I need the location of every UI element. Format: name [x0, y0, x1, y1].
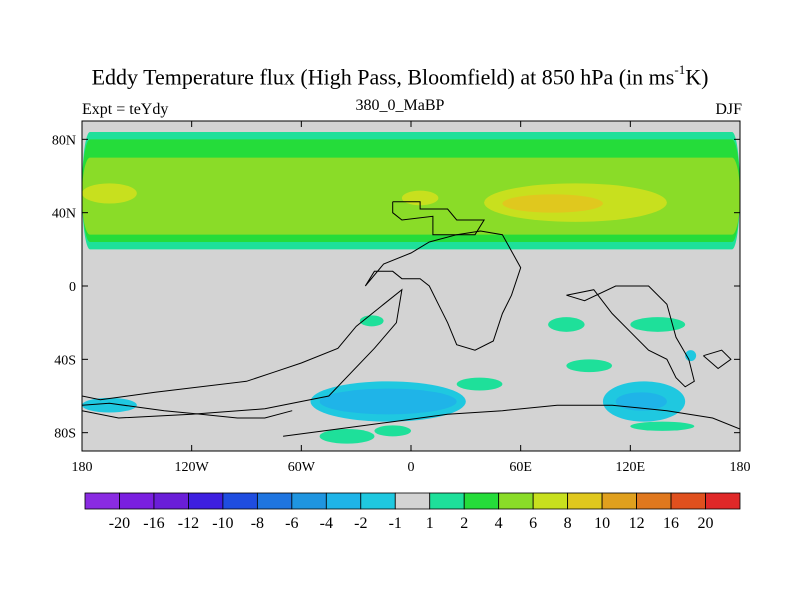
flux-region-17	[456, 377, 503, 391]
colorbar-label-10: 2	[460, 515, 468, 532]
flux-region-19	[374, 425, 411, 437]
chart-title: Eddy Temperature flux (High Pass, Bloomf…	[0, 62, 800, 90]
flux-region-8	[319, 388, 457, 415]
x-tick-label-4: 60E	[509, 460, 532, 475]
chart-title-superscript: -1	[674, 62, 686, 77]
colorbar-swatch-2	[153, 492, 189, 510]
colorbar-swatch-0	[84, 492, 120, 510]
colorbar-label-5: -6	[285, 515, 298, 532]
colorbar-label-14: 10	[594, 515, 610, 532]
x-tick-label-6: 180	[730, 460, 751, 475]
colorbar-swatch-6	[291, 492, 327, 510]
y-tick-label-0: 80N	[52, 133, 76, 148]
colorbar-swatch-7	[325, 492, 362, 510]
land-outlines	[82, 201, 740, 437]
flux-region-20	[630, 421, 695, 431]
colorbar-label-4: -8	[251, 515, 264, 532]
land-outline-3	[566, 285, 695, 388]
flux-region-16	[566, 359, 613, 373]
flux-region-6	[502, 194, 603, 213]
flux-region-11	[82, 397, 137, 413]
colorbar-swatch-9	[394, 492, 431, 510]
colorbar-label-2: -12	[178, 515, 199, 532]
colorbar-label-0: -20	[109, 515, 130, 532]
colorbar: -20 -16 -12 -10 -8 -6 -4 -2 -1 1 2 4 6 8 10 12 16 20	[84, 492, 741, 532]
experiment-label: Expt = teYdy	[82, 101, 169, 118]
colorbar-swatch-18	[705, 492, 741, 510]
flux-region-18	[319, 429, 375, 444]
colorbar-label-9: 1	[426, 515, 434, 532]
x-tick-label-1: 120W	[175, 460, 210, 475]
chart-title-tail: K)	[685, 64, 709, 90]
colorbar-swatch-8	[360, 492, 396, 510]
land-outline-0	[392, 201, 485, 236]
land-outline-6	[703, 349, 732, 370]
y-axis: 80N 40N 0 40S 80S	[52, 133, 740, 442]
colorbar-label-8: -1	[389, 515, 402, 532]
y-tick-label-4: 80S	[54, 427, 76, 442]
x-tick-label-2: 60W	[288, 460, 316, 475]
flux-region-3	[82, 183, 137, 204]
colorbar-label-13: 8	[564, 515, 572, 532]
colorbar-label-12: 6	[529, 515, 537, 532]
colorbar-swatch-13	[532, 492, 569, 510]
colorbar-swatch-1	[119, 492, 155, 510]
land-outline-2	[82, 288, 403, 419]
colorbar-label-15: 12	[629, 515, 645, 532]
colorbar-swatch-17	[670, 492, 706, 510]
colorbar-swatch-4	[222, 492, 258, 510]
run-id-label: 380_0_MaBP	[355, 97, 445, 114]
x-axis: 180 120W 60W 0 60E 120E 180	[72, 121, 751, 475]
flux-region-10	[615, 392, 667, 411]
land-outline-4	[283, 404, 740, 437]
x-tick-label-0: 180	[72, 460, 93, 475]
colorbar-swatch-11	[463, 492, 500, 510]
land-outline-5	[82, 402, 293, 419]
x-tick-label-5: 120E	[616, 460, 646, 475]
colorbar-swatch-15	[601, 492, 637, 510]
flux-region-14	[548, 317, 585, 332]
colorbar-swatch-14	[567, 492, 603, 510]
colorbar-swatch-3	[188, 492, 224, 510]
colorbar-label-6: -4	[320, 515, 333, 532]
y-tick-label-1: 40N	[52, 207, 76, 222]
colorbar-label-7: -2	[354, 515, 367, 532]
y-tick-label-2: 0	[69, 280, 76, 295]
colorbar-label-11: 4	[495, 515, 503, 532]
colorbar-swatch-5	[256, 492, 293, 510]
colorbar-label-3: -10	[212, 515, 233, 532]
colorbar-swatch-16	[636, 492, 672, 510]
season-label: DJF	[715, 101, 742, 118]
colorbar-swatch-10	[429, 492, 465, 510]
colorbar-swatch-12	[498, 492, 534, 510]
colorbar-label-17: 20	[698, 515, 714, 532]
land-outline-1	[364, 230, 522, 351]
flux-region-15	[630, 317, 686, 332]
y-tick-label-3: 40S	[54, 353, 76, 368]
colorbar-label-16: 16	[663, 515, 679, 532]
chart-title-main: Eddy Temperature flux (High Pass, Bloomf…	[91, 64, 675, 90]
x-tick-label-3: 0	[408, 460, 415, 475]
flux-regions	[82, 132, 740, 444]
colorbar-label-1: -16	[143, 515, 164, 532]
